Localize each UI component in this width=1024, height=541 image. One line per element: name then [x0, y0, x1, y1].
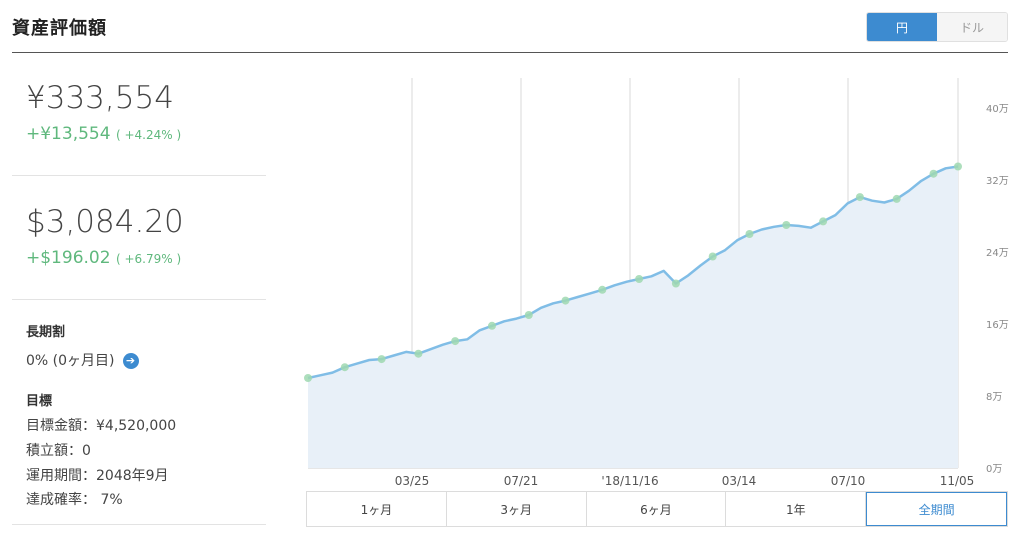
data-point — [524, 311, 533, 319]
x-tick-label: 03/25 — [395, 474, 430, 488]
y-tick-label: 24万 — [986, 248, 1009, 259]
data-point — [304, 374, 312, 382]
y-tick-label: 32万 — [986, 176, 1009, 187]
range-tab[interactable]: 6ヶ月 — [587, 492, 727, 526]
long-term-value: 0% (0ヶ月目) — [26, 353, 115, 369]
data-point — [708, 252, 717, 261]
data-point — [561, 296, 570, 305]
x-tick-label: 11/05 — [940, 474, 975, 488]
asset-chart: 0万 8万 16万 24万 32万 40万 03/25 07/21 '18/11/16 03/14… — [304, 78, 1009, 488]
x-tick-label: 07/21 — [504, 474, 539, 488]
long-term-label: 長期割 — [26, 325, 66, 340]
x-tick-label: 03/14 — [722, 474, 757, 488]
yen-change: +¥13,554 ( +4.24% ) — [26, 124, 181, 144]
y-tick-label: 8万 — [986, 392, 1002, 403]
yen-change-amount: +¥13,554 — [26, 124, 111, 144]
data-point — [782, 221, 791, 229]
range-tab[interactable]: 全期間 — [866, 492, 1007, 526]
data-point — [635, 275, 644, 283]
series-area — [308, 166, 958, 468]
data-point — [892, 194, 901, 203]
y-tick-label: 40万 — [986, 104, 1009, 115]
yen-change-pct: ( +4.24% ) — [115, 128, 182, 142]
currency-yen-button[interactable]: 円 — [867, 13, 937, 41]
data-point — [414, 349, 423, 358]
y-tick-label: 0万 — [986, 464, 1002, 475]
data-point — [671, 279, 680, 288]
range-tab[interactable]: 1年 — [726, 492, 867, 526]
divider — [12, 299, 266, 300]
long-term-row: 0% (0ヶ月目) ➔ — [26, 350, 139, 370]
data-point — [451, 337, 460, 346]
y-tick-label: 16万 — [986, 320, 1009, 331]
range-tab[interactable]: 1ヶ月 — [307, 492, 447, 526]
usd-change: +$196.02 ( +6.79% ) — [26, 248, 181, 268]
range-tab[interactable]: 3ヶ月 — [447, 492, 587, 526]
goal-amount: 目標金額：¥4,520,000 — [26, 418, 177, 434]
yen-total: ¥333,554 — [26, 80, 174, 116]
range-tabs: 1ヶ月 3ヶ月 6ヶ月 1年 全期間 — [306, 491, 1008, 527]
data-point — [488, 321, 496, 330]
goal-period: 運用期間：2048年9月 — [26, 468, 169, 484]
usd-total: $3,084.20 — [26, 204, 184, 240]
currency-toggle: 円 ドル — [866, 12, 1008, 42]
data-point — [954, 162, 962, 171]
data-point — [598, 285, 607, 294]
data-point — [855, 193, 864, 202]
currency-dollar-button[interactable]: ドル — [937, 13, 1007, 41]
usd-change-amount: +$196.02 — [26, 248, 111, 268]
arrow-right-icon[interactable]: ➔ — [122, 353, 139, 369]
data-point — [340, 363, 349, 372]
goal-installment: 積立額：0 — [26, 443, 91, 459]
x-tick-label: '18/11/16 — [601, 474, 658, 488]
divider — [12, 175, 266, 176]
data-point — [929, 169, 938, 178]
page-title: 資産評価額 — [12, 18, 107, 39]
data-point — [377, 355, 386, 364]
goal-label: 目標 — [26, 394, 53, 409]
usd-change-pct: ( +6.79% ) — [115, 252, 182, 266]
data-point — [819, 217, 828, 226]
data-point — [745, 230, 754, 238]
header: 資産評価額 円 ドル — [12, 0, 1008, 53]
x-tick-label: 07/10 — [831, 474, 866, 488]
divider — [12, 524, 266, 525]
goal-probability: 達成確率： 7% — [26, 492, 123, 508]
